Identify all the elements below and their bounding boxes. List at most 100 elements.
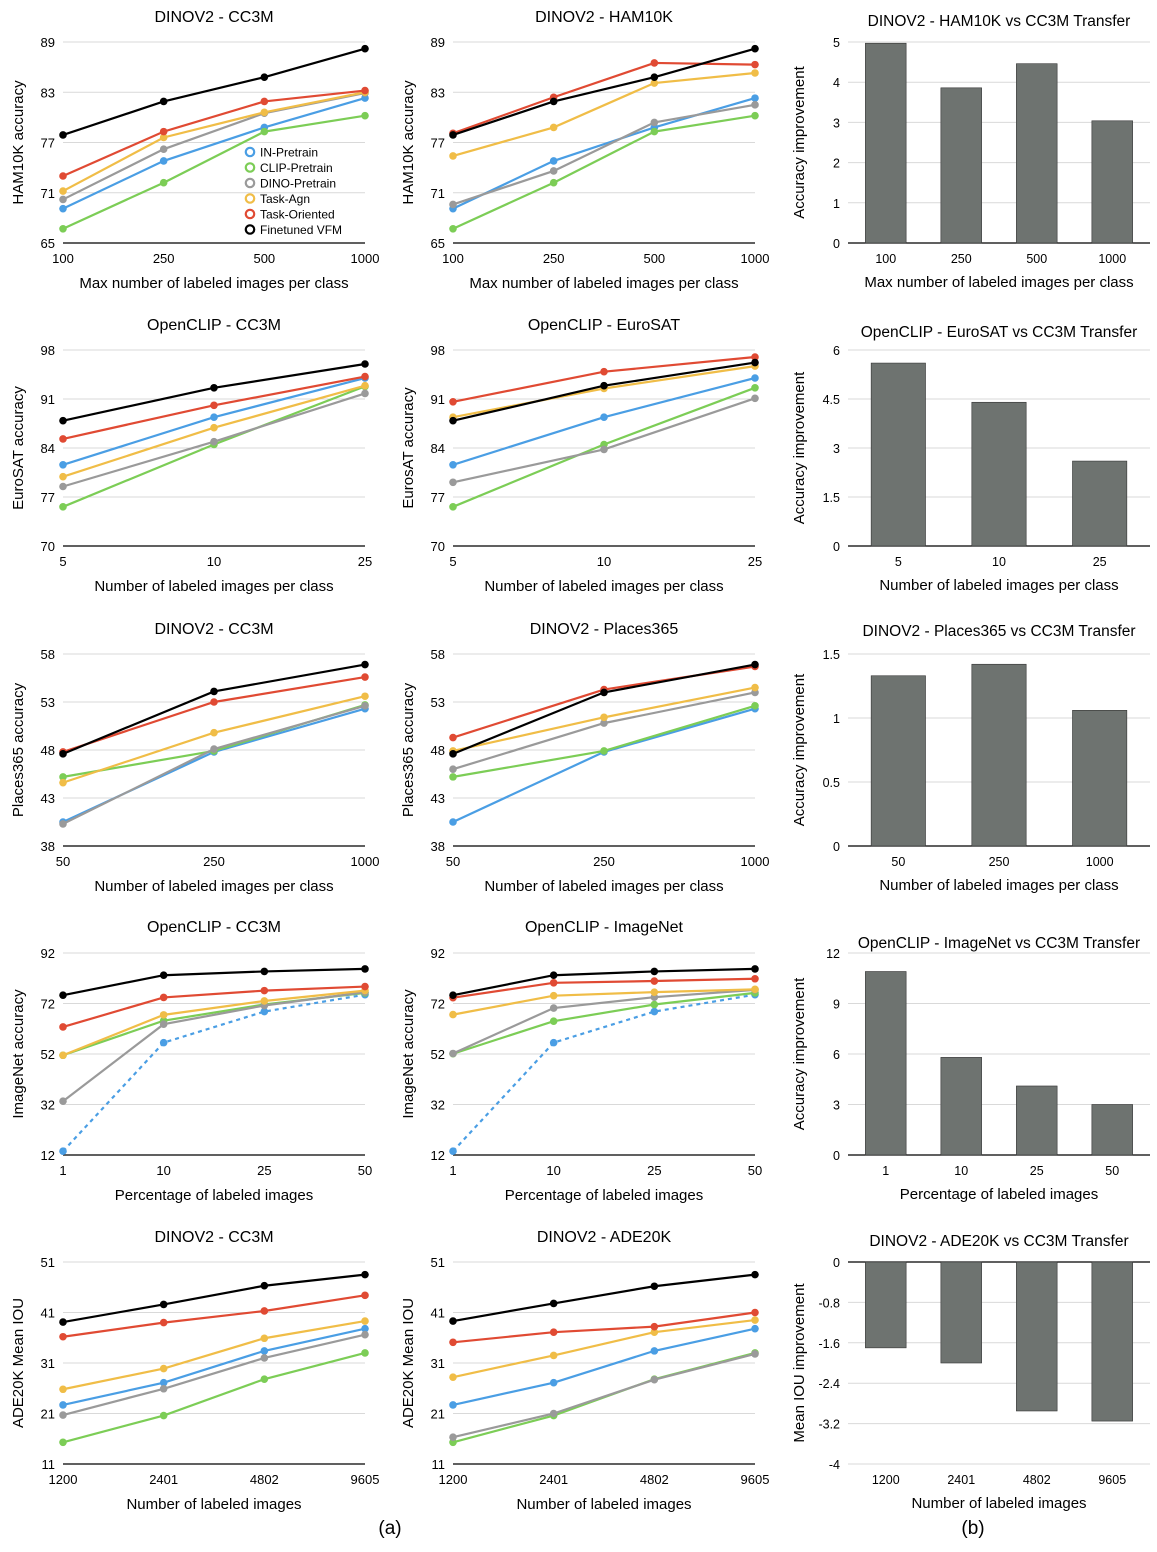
x-tick-label: 250: [153, 251, 175, 266]
x-tick-label: 2401: [149, 1472, 178, 1487]
y-tick-label: 70: [431, 539, 445, 554]
data-point-finetuned-vfm: [751, 358, 759, 367]
series-line-finetuned-vfm: [62, 362, 366, 422]
chart-r5c3: -4 -3.2 -2.4 -1.6 -0.8 0 1200 2401 4802 9605 DINOV…: [791, 1233, 1150, 1512]
series-line-dino-pretrain: [62, 704, 366, 825]
series-line-clip-pretrain: [62, 991, 366, 1057]
y-tick-label: 84: [431, 441, 445, 456]
data-point-task-oriented: [751, 60, 759, 69]
data-point-task-agn: [751, 69, 759, 77]
y-tick-label: 83: [431, 85, 445, 100]
chart-r5c2: 11 21 31 41 51 1200 2401 4802 9605 DINOV2 - ADE20…: [400, 1229, 769, 1513]
y-tick-label: -0.8: [818, 1296, 840, 1310]
x-tick-label: 250: [951, 252, 972, 266]
y-tick-label: 92: [431, 946, 445, 961]
y-tick-label: 77: [431, 490, 445, 505]
data-point-in-pretrain: [59, 204, 67, 213]
y-axis-label: ADE20K Mean IOU: [400, 1298, 417, 1428]
series-line-in-pretrain: [62, 993, 366, 1152]
data-point-in-pretrain: [600, 413, 608, 422]
y-tick-label: 3: [833, 442, 840, 456]
data-point-dino-pretrain: [449, 1433, 457, 1442]
data-point-task-agn: [159, 1011, 168, 1019]
data-point-task-agn: [650, 988, 659, 996]
y-axis-label: Places365 accuracy: [10, 682, 27, 817]
data-point-task-oriented: [449, 733, 457, 742]
data-point-clip-pretrain: [159, 1411, 168, 1420]
legend-label: Task-Agn: [260, 192, 310, 206]
data-point-task-oriented: [59, 1023, 67, 1031]
chart-title: DINOV2 - CC3M: [154, 9, 273, 26]
data-point-task-oriented: [210, 401, 218, 410]
x-tick-label: 1000: [351, 251, 380, 266]
data-point-clip-pretrain: [59, 1438, 67, 1447]
y-tick-label: 2: [833, 157, 840, 171]
x-tick-label: 10: [954, 1164, 968, 1178]
x-tick-label: 25: [1030, 1164, 1044, 1178]
series-line-in-pretrain: [452, 1327, 756, 1406]
x-tick-label: 500: [1026, 252, 1047, 266]
y-tick-label: 70: [41, 539, 55, 554]
y-axis-label: ImageNet accuracy: [10, 989, 27, 1119]
y-tick-label: 41: [431, 1306, 445, 1321]
x-tick-label: 25: [1093, 555, 1107, 569]
series-line-dino-pretrain: [452, 103, 756, 206]
x-tick-label: 1: [882, 1164, 889, 1178]
y-axis-label: HAM10K accuracy: [10, 80, 27, 205]
data-point-task-agn: [549, 1351, 558, 1360]
y-tick-label: 6: [833, 344, 840, 358]
data-point-task-oriented: [361, 982, 369, 991]
x-tick-label: 50: [1105, 1164, 1119, 1178]
data-point-in-pretrain: [59, 1401, 67, 1409]
data-point-task-agn: [449, 1373, 457, 1381]
data-point-finetuned-vfm: [361, 660, 369, 669]
data-point-task-oriented: [159, 1318, 168, 1327]
chart-title: DINOV2 - ADE20K vs CC3M Transfer: [869, 1233, 1128, 1250]
data-point-task-agn: [159, 1364, 168, 1373]
data-point-task-oriented: [260, 986, 269, 995]
x-axis-label: Number of labeled images per class: [94, 578, 333, 595]
data-point-dino-pretrain: [361, 702, 369, 710]
y-tick-label: 89: [41, 35, 55, 50]
y-tick-label: 77: [41, 136, 55, 151]
data-point-finetuned-vfm: [650, 73, 659, 81]
y-tick-label: 32: [431, 1098, 445, 1113]
y-axis-label: HAM10K accuracy: [400, 80, 417, 205]
data-point-clip-pretrain: [600, 747, 608, 755]
x-axis-label: Number of labeled images per class: [879, 577, 1118, 594]
legend-label: IN-Pretrain: [260, 146, 318, 160]
data-point-task-agn: [650, 1328, 659, 1336]
y-tick-label: 3: [833, 1099, 840, 1113]
y-tick-label: 21: [41, 1407, 55, 1422]
x-tick-label: 50: [891, 855, 905, 869]
data-point-finetuned-vfm: [751, 1270, 759, 1279]
y-axis-label: Accuracy improvement: [791, 673, 808, 826]
series-line-task-agn: [62, 91, 366, 193]
legend-marker: [244, 177, 256, 189]
series-line-task-oriented: [62, 1294, 366, 1338]
x-tick-label: 10: [597, 554, 611, 569]
data-point-task-agn: [751, 985, 759, 994]
x-tick-label: 4802: [640, 1472, 669, 1487]
chart-title: DINOV2 - CC3M: [154, 1229, 273, 1246]
y-tick-label: 84: [41, 441, 55, 456]
x-tick-label: 5: [59, 554, 66, 569]
chart-title: DINOV2 - Places365: [530, 621, 679, 638]
data-point-task-oriented: [210, 698, 218, 706]
x-tick-label: 1200: [439, 1472, 468, 1487]
data-point-in-pretrain: [260, 1007, 269, 1016]
data-point-finetuned-vfm: [361, 965, 369, 973]
series-line-task-agn: [62, 989, 366, 1057]
bar-2401: [940, 1261, 982, 1364]
data-point-dino-pretrain: [449, 1049, 457, 1058]
y-axis-label: Mean IOU improvement: [791, 1283, 808, 1443]
series-line-clip-pretrain: [62, 703, 366, 778]
data-point-finetuned-vfm: [210, 384, 218, 392]
series-line-clip-pretrain: [452, 114, 756, 230]
y-tick-label: 1: [833, 197, 840, 211]
x-tick-label: 1000: [351, 854, 380, 869]
data-point-clip-pretrain: [751, 111, 759, 120]
data-point-task-agn: [449, 1010, 457, 1019]
x-axis-label: Max number of labeled images per class: [864, 274, 1133, 291]
data-point-finetuned-vfm: [449, 1317, 457, 1325]
